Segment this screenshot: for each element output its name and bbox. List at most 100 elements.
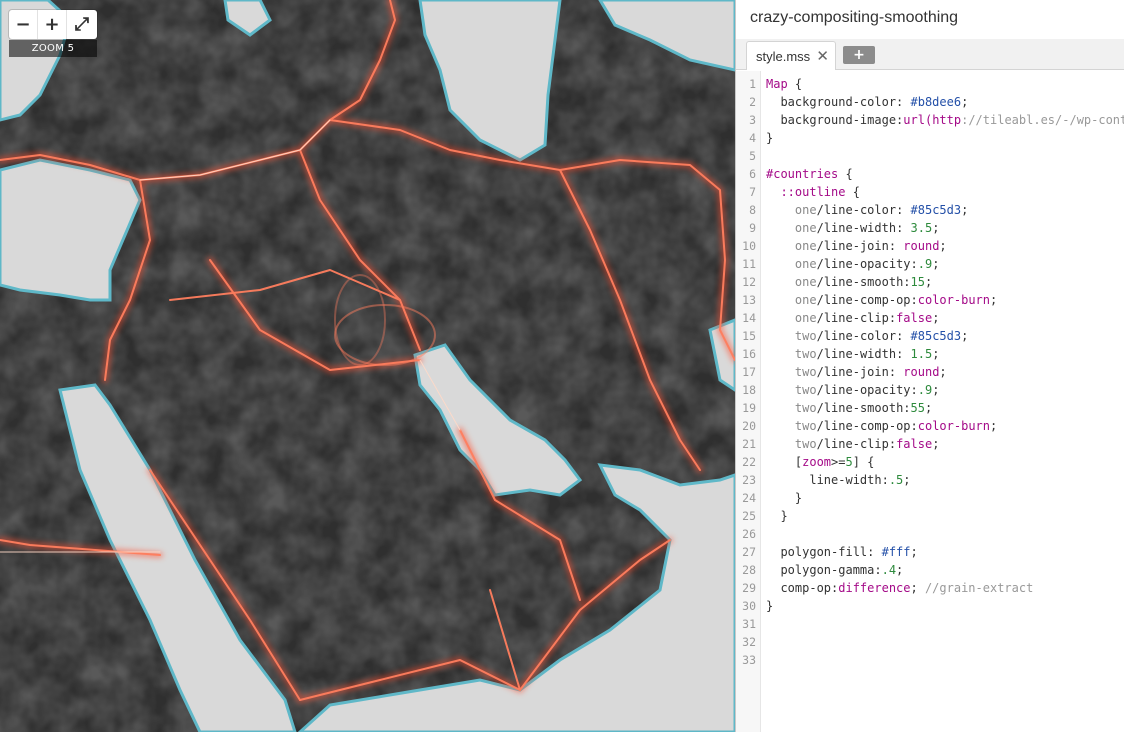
code-line[interactable]: 28 polygon-gamma:.4; <box>736 561 1124 579</box>
code-line[interactable]: 31 <box>736 615 1124 633</box>
code-line[interactable]: 29 comp-op:difference; //grain-extract <box>736 579 1124 597</box>
code-token: /line-clip: <box>816 311 897 325</box>
code-line[interactable]: 8 one/line-color: #85c5d3; <box>736 201 1124 219</box>
line-number: 6 <box>749 167 756 181</box>
code-line[interactable]: 11 one/line-opacity:.9; <box>736 255 1124 273</box>
code-token: 55 <box>910 401 925 415</box>
code-token <box>766 437 795 451</box>
code-text: one/line-color: #85c5d3; <box>766 201 968 219</box>
code-token: ; <box>932 347 940 361</box>
code-line[interactable]: 15 two/line-color: #85c5d3; <box>736 327 1124 345</box>
zoom-in-button[interactable]: + <box>38 10 67 39</box>
code-line[interactable]: 4} <box>736 129 1124 147</box>
water-bodies <box>0 0 735 732</box>
line-number: 32 <box>742 635 756 649</box>
code-lines[interactable]: 1 Map {2 background-color: #b8dee6; 3 back… <box>736 75 1124 669</box>
code-token: /line-color: <box>816 203 911 217</box>
code-token <box>766 401 795 415</box>
code-token: ; <box>932 383 940 397</box>
code-line[interactable]: 1 Map { <box>736 75 1124 93</box>
code-line[interactable]: 9 one/line-width: 3.5; <box>736 219 1124 237</box>
code-token: //grain-extract <box>924 581 1034 595</box>
map-canvas[interactable]: − + ⤢ ZOOM 5 <box>0 0 735 732</box>
code-text: line-width:.5; <box>766 471 910 489</box>
code-line[interactable]: 2 background-color: #b8dee6; <box>736 93 1124 111</box>
code-token: /line-color: <box>816 329 911 343</box>
map-tiles[interactable] <box>0 0 735 732</box>
code-token: one <box>794 221 817 235</box>
code-token: /line-smooth: <box>816 275 911 289</box>
code-text: one/line-clip:false; <box>766 309 940 327</box>
tab-style-mss[interactable]: style.mss ✕ <box>746 41 836 70</box>
code-line[interactable]: 6 #countries { <box>736 165 1124 183</box>
code-token: ; <box>896 563 904 577</box>
code-line[interactable]: 21 two/line-clip:false; <box>736 435 1124 453</box>
line-number: 24 <box>742 491 756 505</box>
code-token: /line-opacity: <box>816 383 918 397</box>
code-line[interactable]: 13 one/line-comp-op:color-burn; <box>736 291 1124 309</box>
code-token <box>766 185 780 199</box>
code-token: round <box>903 239 940 253</box>
line-number: 3 <box>749 113 756 127</box>
code-token: ; <box>961 203 969 217</box>
code-line[interactable]: 26 <box>736 525 1124 543</box>
code-token: url( <box>903 113 933 127</box>
code-line[interactable]: 22 [zoom>=5] { <box>736 453 1124 471</box>
code-line[interactable]: 3 background-image:url(http://tileabl.es… <box>736 111 1124 129</box>
code-line[interactable]: 14 one/line-clip:false; <box>736 309 1124 327</box>
code-line[interactable]: 5 <box>736 147 1124 165</box>
line-number: 33 <box>742 653 756 667</box>
code-editor[interactable]: 1 Map {2 background-color: #b8dee6; 3 back… <box>736 71 1124 732</box>
code-line[interactable]: 7 ::outline { <box>736 183 1124 201</box>
zoom-out-button[interactable]: − <box>9 10 38 39</box>
code-line[interactable]: 24 } <box>736 489 1124 507</box>
line-number: 28 <box>742 563 756 577</box>
code-line[interactable]: 27 polygon-fill: #fff; <box>736 543 1124 561</box>
code-line[interactable]: 10 one/line-join: round; <box>736 237 1124 255</box>
code-text: one/line-join: round; <box>766 237 947 255</box>
code-line[interactable]: 30} <box>736 597 1124 615</box>
code-token: comp-op: <box>766 581 839 595</box>
code-line[interactable]: 33 <box>736 651 1124 669</box>
line-number: 23 <box>742 473 756 487</box>
code-token: .4 <box>881 563 897 577</box>
code-token: false <box>896 437 933 451</box>
code-token: } <box>766 491 803 505</box>
code-token: one <box>794 239 817 253</box>
code-token: ; <box>961 95 969 109</box>
code-token: one <box>794 203 817 217</box>
code-text: } <box>766 129 773 147</box>
code-line[interactable]: 32 <box>736 633 1124 651</box>
code-line[interactable]: 12 one/line-smooth:15; <box>736 273 1124 291</box>
code-line[interactable]: 25 } <box>736 507 1124 525</box>
line-number: 5 <box>749 149 756 163</box>
line-number: 13 <box>742 293 756 307</box>
code-token: two <box>794 419 817 433</box>
code-token <box>766 203 795 217</box>
line-number: 7 <box>749 185 756 199</box>
zoom-controls: − + ⤢ <box>9 10 97 39</box>
code-line[interactable]: 16 two/line-width: 1.5; <box>736 345 1124 363</box>
code-token <box>766 347 795 361</box>
fullscreen-button[interactable]: ⤢ <box>74 14 90 35</box>
code-token: round <box>903 365 940 379</box>
close-tab-icon[interactable]: ✕ <box>816 47 829 65</box>
code-token: .9 <box>917 257 933 271</box>
code-token: /line-join: <box>816 365 904 379</box>
add-tab-button[interactable]: + <box>843 46 875 64</box>
code-token: ; <box>961 329 969 343</box>
code-token: false <box>896 311 933 325</box>
code-line[interactable]: 18 two/line-opacity:.9; <box>736 381 1124 399</box>
code-line[interactable]: 17 two/line-join: round; <box>736 363 1124 381</box>
code-line[interactable]: 19 two/line-smooth:55; <box>736 399 1124 417</box>
code-text: background-color: #b8dee6; <box>766 93 968 111</box>
code-token: polygon-fill: <box>766 545 882 559</box>
code-token <box>766 329 795 343</box>
code-line[interactable]: 23 line-width:.5; <box>736 471 1124 489</box>
line-number: 1 <box>749 77 756 91</box>
tab-label: style.mss <box>756 48 811 64</box>
line-number: 27 <box>742 545 756 559</box>
code-token: two <box>794 401 817 415</box>
line-number: 9 <box>749 221 756 235</box>
code-line[interactable]: 20 two/line-comp-op:color-burn; <box>736 417 1124 435</box>
